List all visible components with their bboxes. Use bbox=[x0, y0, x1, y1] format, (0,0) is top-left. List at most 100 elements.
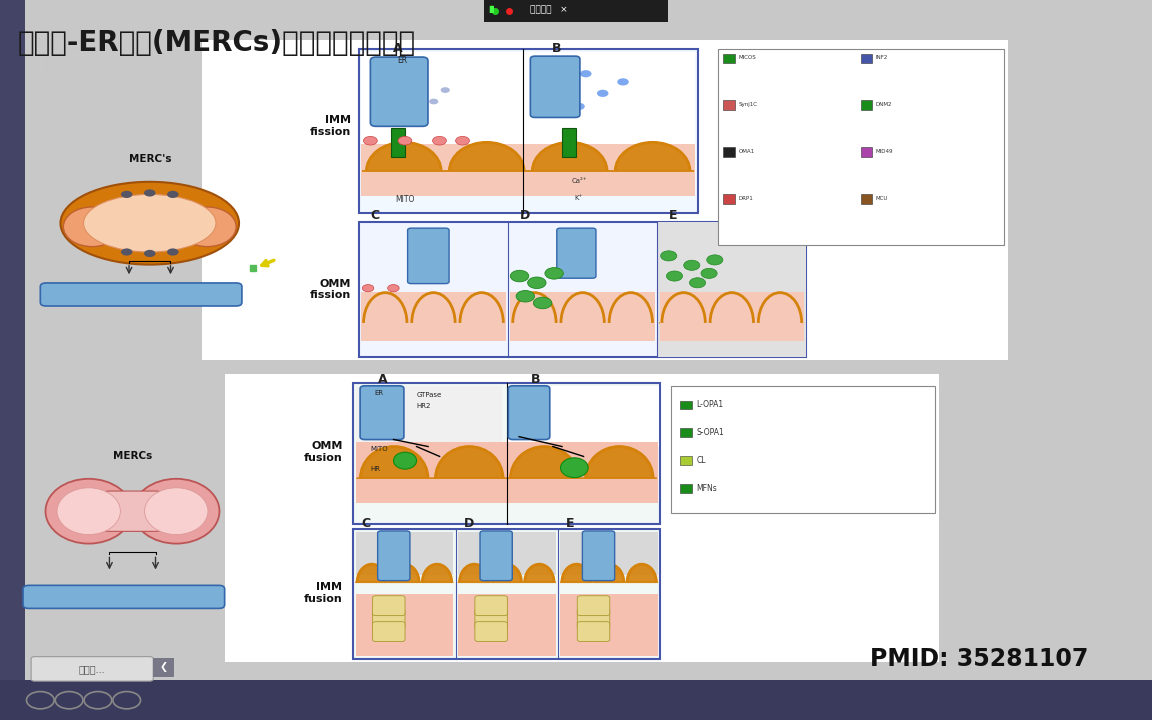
Bar bbox=[562, 127, 576, 157]
Polygon shape bbox=[457, 293, 506, 323]
Circle shape bbox=[556, 81, 568, 89]
Text: 点什么...: 点什么... bbox=[78, 664, 106, 674]
FancyBboxPatch shape bbox=[583, 531, 615, 580]
Circle shape bbox=[362, 284, 373, 292]
Polygon shape bbox=[491, 564, 523, 582]
Circle shape bbox=[144, 189, 156, 197]
Text: MID49: MID49 bbox=[876, 149, 893, 154]
Text: MITO: MITO bbox=[371, 446, 388, 451]
Bar bbox=[723, 194, 735, 204]
Text: MFNs: MFNs bbox=[696, 484, 718, 493]
Text: C: C bbox=[362, 517, 371, 530]
Circle shape bbox=[144, 250, 156, 257]
Polygon shape bbox=[510, 293, 559, 323]
Text: E: E bbox=[566, 517, 575, 530]
Bar bbox=[560, 532, 658, 575]
Bar bbox=[680, 456, 691, 465]
Circle shape bbox=[617, 78, 629, 86]
Polygon shape bbox=[528, 143, 611, 171]
Circle shape bbox=[121, 191, 132, 198]
Circle shape bbox=[539, 98, 551, 105]
FancyBboxPatch shape bbox=[577, 621, 609, 642]
Circle shape bbox=[433, 136, 447, 145]
Text: HR2: HR2 bbox=[417, 403, 431, 410]
Bar bbox=[457, 594, 555, 656]
Bar bbox=[861, 194, 872, 204]
Bar bbox=[356, 386, 502, 446]
Circle shape bbox=[533, 297, 552, 309]
Bar bbox=[657, 222, 806, 357]
Text: C: C bbox=[371, 209, 380, 222]
Polygon shape bbox=[361, 293, 409, 323]
Text: PMID: 35281107: PMID: 35281107 bbox=[870, 647, 1089, 671]
Circle shape bbox=[411, 82, 422, 88]
Text: Synj1C: Synj1C bbox=[738, 102, 757, 107]
FancyBboxPatch shape bbox=[40, 283, 242, 306]
FancyBboxPatch shape bbox=[508, 386, 550, 439]
Bar bbox=[354, 383, 660, 524]
Bar bbox=[359, 49, 697, 212]
Bar bbox=[361, 53, 695, 150]
Polygon shape bbox=[362, 143, 445, 171]
FancyBboxPatch shape bbox=[372, 608, 406, 629]
Bar bbox=[225, 374, 939, 662]
Text: S-OPA1: S-OPA1 bbox=[696, 428, 725, 437]
Circle shape bbox=[689, 278, 705, 288]
Text: OMM
fusion: OMM fusion bbox=[304, 441, 342, 463]
Ellipse shape bbox=[66, 511, 112, 533]
Circle shape bbox=[121, 248, 132, 256]
Text: ER: ER bbox=[397, 56, 408, 65]
Circle shape bbox=[387, 284, 400, 292]
FancyBboxPatch shape bbox=[378, 531, 410, 580]
Text: D: D bbox=[520, 209, 530, 222]
Polygon shape bbox=[457, 564, 491, 582]
Polygon shape bbox=[388, 564, 420, 582]
FancyBboxPatch shape bbox=[408, 228, 449, 284]
Text: K⁺: K⁺ bbox=[575, 194, 583, 201]
Circle shape bbox=[700, 269, 717, 279]
FancyBboxPatch shape bbox=[577, 595, 609, 616]
Text: MERCs: MERCs bbox=[113, 451, 152, 461]
Circle shape bbox=[545, 268, 563, 279]
Circle shape bbox=[707, 255, 723, 265]
Bar bbox=[861, 53, 872, 63]
Circle shape bbox=[516, 290, 535, 302]
Text: CL: CL bbox=[696, 456, 706, 465]
FancyBboxPatch shape bbox=[372, 595, 406, 616]
Circle shape bbox=[661, 251, 676, 261]
Polygon shape bbox=[560, 564, 593, 582]
Ellipse shape bbox=[63, 207, 121, 247]
Bar bbox=[0, 680, 1152, 720]
Polygon shape bbox=[559, 293, 607, 323]
FancyBboxPatch shape bbox=[100, 491, 165, 531]
Bar bbox=[356, 442, 658, 503]
FancyBboxPatch shape bbox=[475, 595, 507, 616]
Ellipse shape bbox=[561, 458, 589, 477]
Polygon shape bbox=[409, 293, 457, 323]
Ellipse shape bbox=[153, 490, 199, 511]
FancyBboxPatch shape bbox=[480, 531, 513, 580]
Bar bbox=[359, 222, 806, 357]
Ellipse shape bbox=[58, 488, 121, 534]
Bar bbox=[560, 594, 658, 656]
Ellipse shape bbox=[153, 511, 199, 533]
FancyBboxPatch shape bbox=[475, 608, 507, 629]
Ellipse shape bbox=[86, 200, 156, 247]
Polygon shape bbox=[523, 564, 555, 582]
Bar bbox=[680, 400, 691, 409]
Bar bbox=[670, 386, 935, 513]
FancyBboxPatch shape bbox=[361, 386, 404, 439]
Bar bbox=[356, 532, 453, 575]
FancyBboxPatch shape bbox=[372, 621, 406, 642]
Text: 腾讯会议   ×: 腾讯会议 × bbox=[530, 5, 568, 14]
Circle shape bbox=[382, 104, 392, 109]
Circle shape bbox=[579, 70, 591, 77]
Text: ▐▌: ▐▌ bbox=[486, 6, 497, 13]
Bar bbox=[680, 485, 691, 493]
Text: E: E bbox=[669, 209, 677, 222]
Text: IMM
fusion: IMM fusion bbox=[304, 582, 342, 604]
Text: OMM
fission: OMM fission bbox=[310, 279, 350, 300]
Polygon shape bbox=[593, 564, 626, 582]
Ellipse shape bbox=[145, 488, 207, 534]
Polygon shape bbox=[420, 564, 453, 582]
